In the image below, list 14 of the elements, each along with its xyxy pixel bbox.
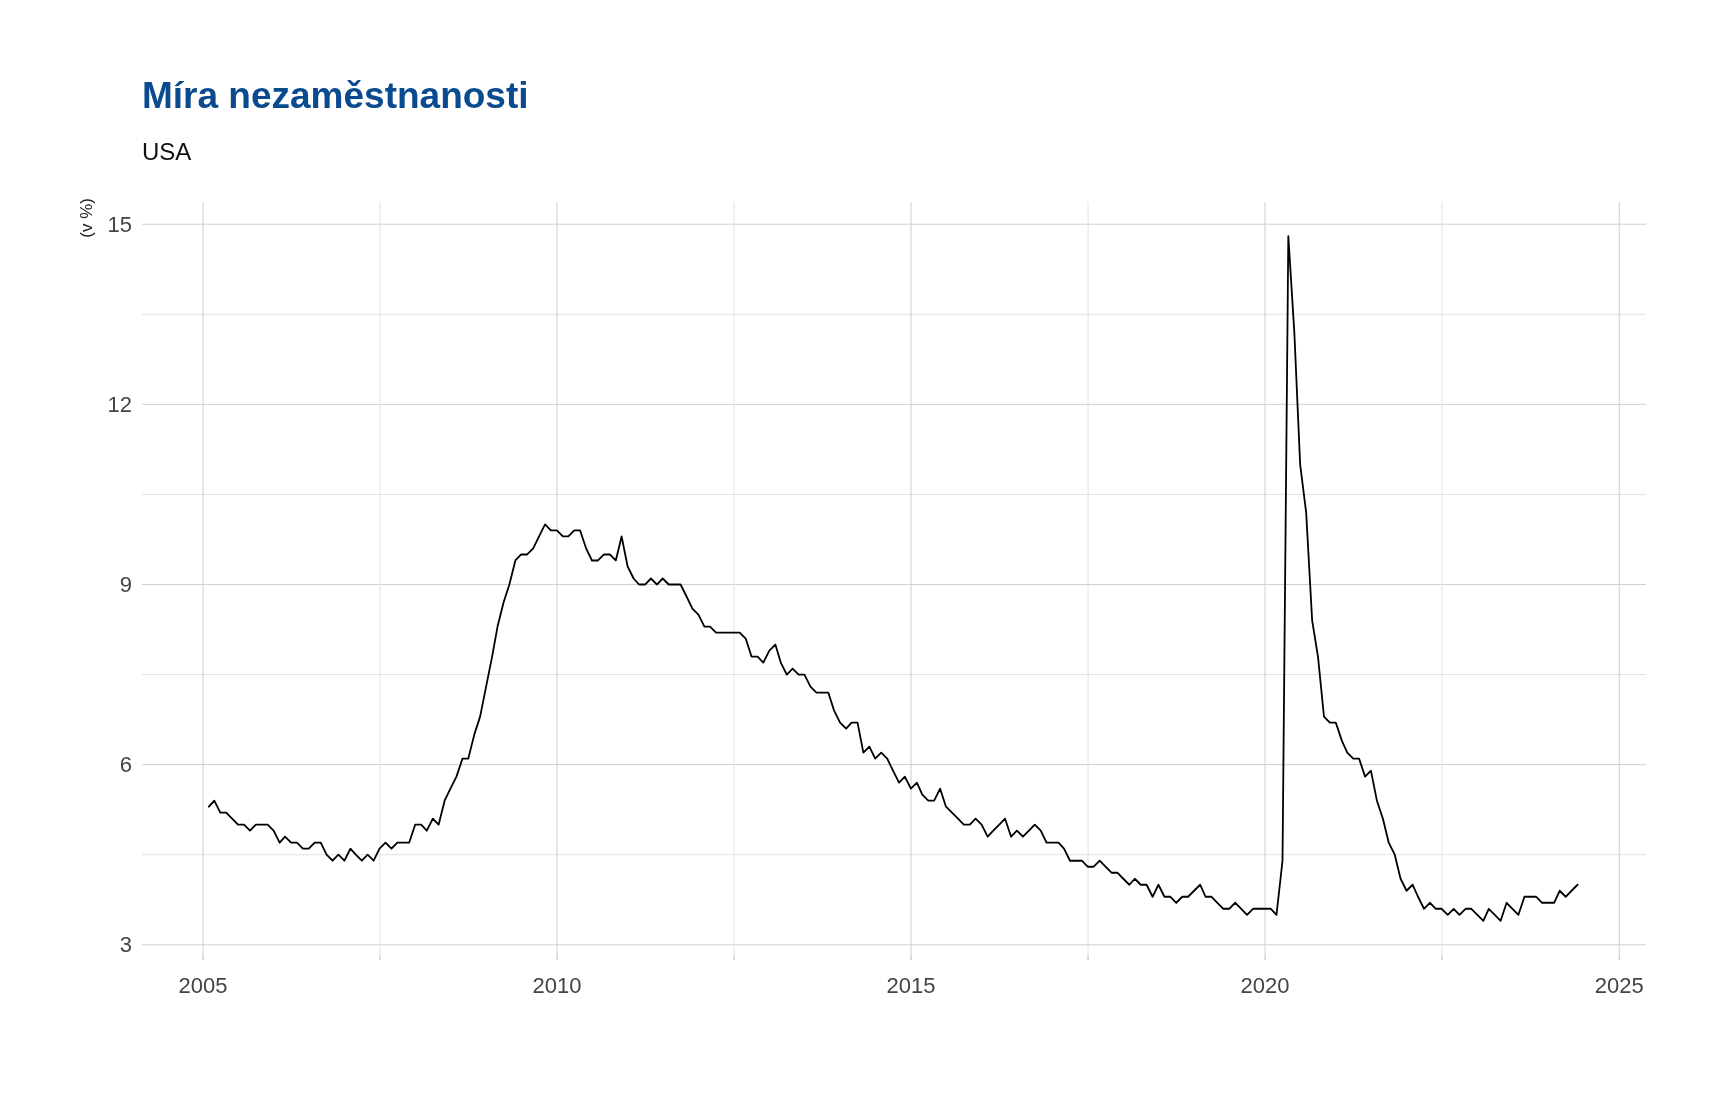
- line-series: [207, 235, 1579, 922]
- y-tick-label: 6: [119, 752, 132, 778]
- chart-subtitle: USA: [142, 138, 192, 165]
- x-tick-label: 2015: [886, 972, 936, 998]
- y-axis-title: (v %): [77, 198, 96, 238]
- y-tick-label: 3: [119, 932, 132, 958]
- y-tick-label: 12: [107, 392, 132, 418]
- x-tick-label: 2020: [1240, 972, 1290, 998]
- x-tick-label: 2005: [178, 972, 228, 998]
- y-tick-label: 9: [119, 572, 132, 598]
- y-tick-label: 15: [107, 211, 132, 237]
- x-tick-label: 2010: [532, 972, 582, 998]
- x-tick-label: 2025: [1594, 972, 1644, 998]
- chart-title: Míra nezaměstnanosti: [142, 75, 529, 116]
